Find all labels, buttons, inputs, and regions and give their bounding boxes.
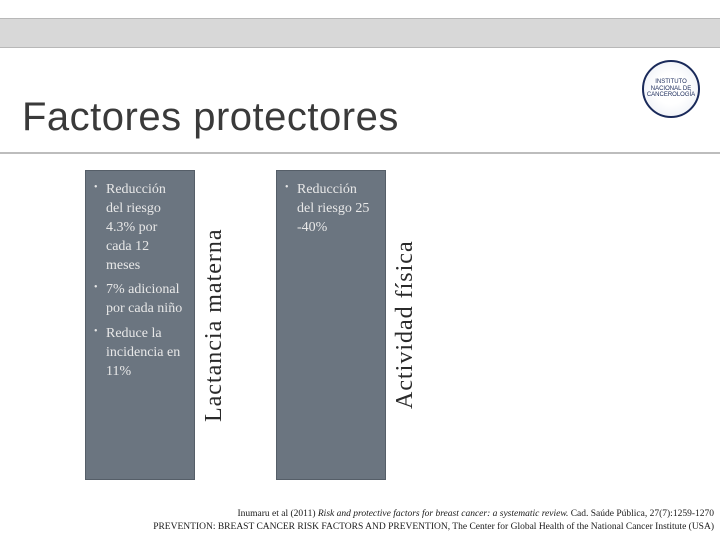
page-title: Factores protectores — [22, 95, 399, 140]
column-actividad: Reducción del riesgo 25 -40% Actividad f… — [276, 170, 425, 480]
lactancia-box: Reducción del riesgo 4.3% por cada 12 me… — [85, 170, 195, 480]
column-lactancia: Reducción del riesgo 4.3% por cada 12 me… — [85, 170, 234, 480]
institute-logo: INSTITUTO NACIONAL DE CANCEROLOGÍA — [642, 60, 700, 118]
lactancia-item: Reduce la incidencia en 11% — [96, 325, 186, 382]
column-spacer — [234, 170, 276, 480]
lactancia-item: Reducción del riesgo 4.3% por cada 12 me… — [96, 181, 186, 275]
header-bar — [0, 18, 720, 48]
logo-text: INSTITUTO NACIONAL DE CANCEROLOGÍA — [644, 79, 698, 99]
actividad-label: Actividad física — [386, 170, 425, 480]
actividad-box: Reducción del riesgo 25 -40% — [276, 170, 386, 480]
citation-line-1: Inumaru et al (2011) Risk and protective… — [6, 508, 714, 521]
citation-italic: Risk and protective factors for breast c… — [318, 509, 568, 519]
lactancia-item: 7% adicional por cada niño — [96, 281, 186, 319]
citation-prefix: Inumaru et al (2011) — [238, 509, 318, 519]
lactancia-label: Lactancia materna — [195, 170, 234, 480]
citation-line-2: PREVENTION: BREAST CANCER RISK FACTORS A… — [6, 521, 714, 534]
title-underline — [0, 152, 720, 154]
content-area: Reducción del riesgo 4.3% por cada 12 me… — [85, 170, 645, 480]
citation-block: Inumaru et al (2011) Risk and protective… — [0, 508, 720, 534]
citation-suffix: Cad. Saúde Pública, 27(7):1259-1270 — [568, 509, 714, 519]
actividad-item: Reducción del riesgo 25 -40% — [287, 181, 377, 238]
